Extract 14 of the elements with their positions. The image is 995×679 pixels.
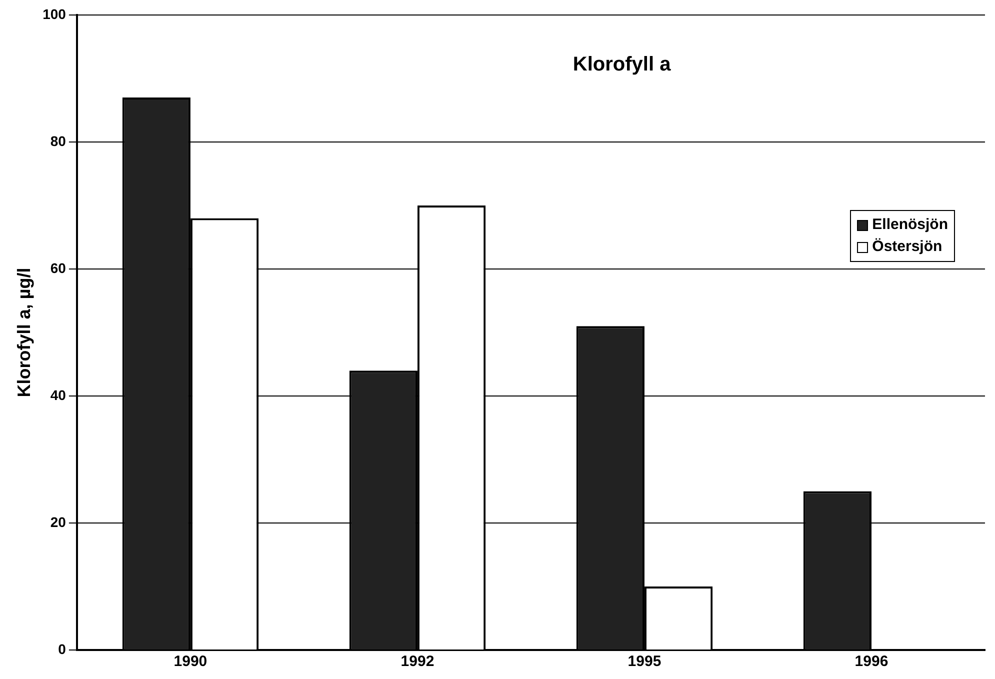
y-tick-label: 0 (58, 640, 66, 657)
legend-label: Ellenösjön (872, 215, 948, 235)
y-axis-title: Klorofyll a, µg/l (14, 268, 34, 398)
y-tick-label: 40 (50, 386, 66, 403)
x-tick-label: 1996 (854, 653, 888, 670)
x-tick-label: 1990 (174, 653, 208, 670)
text: Östersjön (872, 237, 942, 257)
y-tick-label: 20 (50, 514, 66, 530)
text: Klorofyll a (572, 54, 672, 76)
x-tick-label: 1992 (400, 653, 434, 670)
y-tick-label: 100 (42, 6, 66, 22)
x-tick-label: 1995 (628, 653, 662, 670)
y-tick-label: 60 (50, 260, 66, 276)
y-tick-label: 80 (50, 132, 66, 149)
